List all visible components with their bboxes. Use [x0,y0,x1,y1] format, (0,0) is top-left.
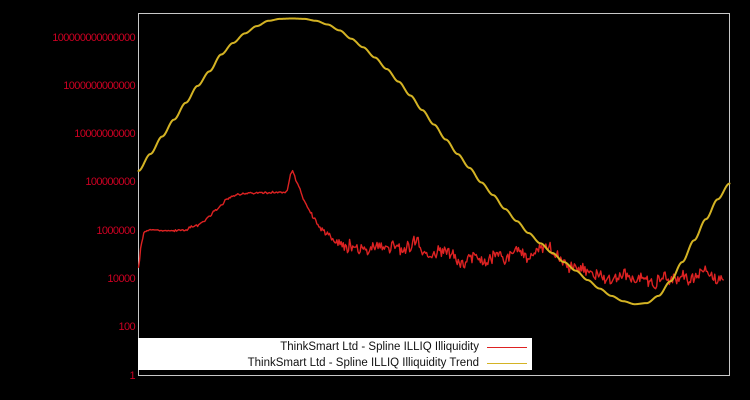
series-layer [137,17,731,306]
y-axis-tick-label: 100000000000000 [52,31,135,44]
y-axis-tick-label: 100 [118,321,135,334]
y-axis-tick-label: 1000000 [96,224,135,237]
legend-label: ThinkSmart Ltd - Spline ILLIQ Illiquidit… [280,341,479,353]
chart-legend: ThinkSmart Ltd - Spline ILLIQ Illiquidit… [138,338,532,370]
y-axis-tick-label: 10000 [107,272,135,285]
y-axis-tick-label: 1 [129,369,135,382]
y-axis-tick-label: 10000000000 [74,128,135,141]
y-axis-tick-label: 100000000 [85,176,135,189]
series-line [137,17,731,306]
plot-frame [138,13,730,376]
legend-entry: ThinkSmart Ltd - Spline ILLIQ Illiquidit… [139,355,531,371]
y-axis-tick-label: 1000000000000 [63,79,135,92]
legend-color-swatch [487,362,527,364]
legend-entry: ThinkSmart Ltd - Spline ILLIQ Illiquidit… [139,339,531,355]
series-line [137,169,724,290]
legend-label: ThinkSmart Ltd - Spline ILLIQ Illiquidit… [247,357,479,369]
legend-color-swatch [487,346,527,348]
